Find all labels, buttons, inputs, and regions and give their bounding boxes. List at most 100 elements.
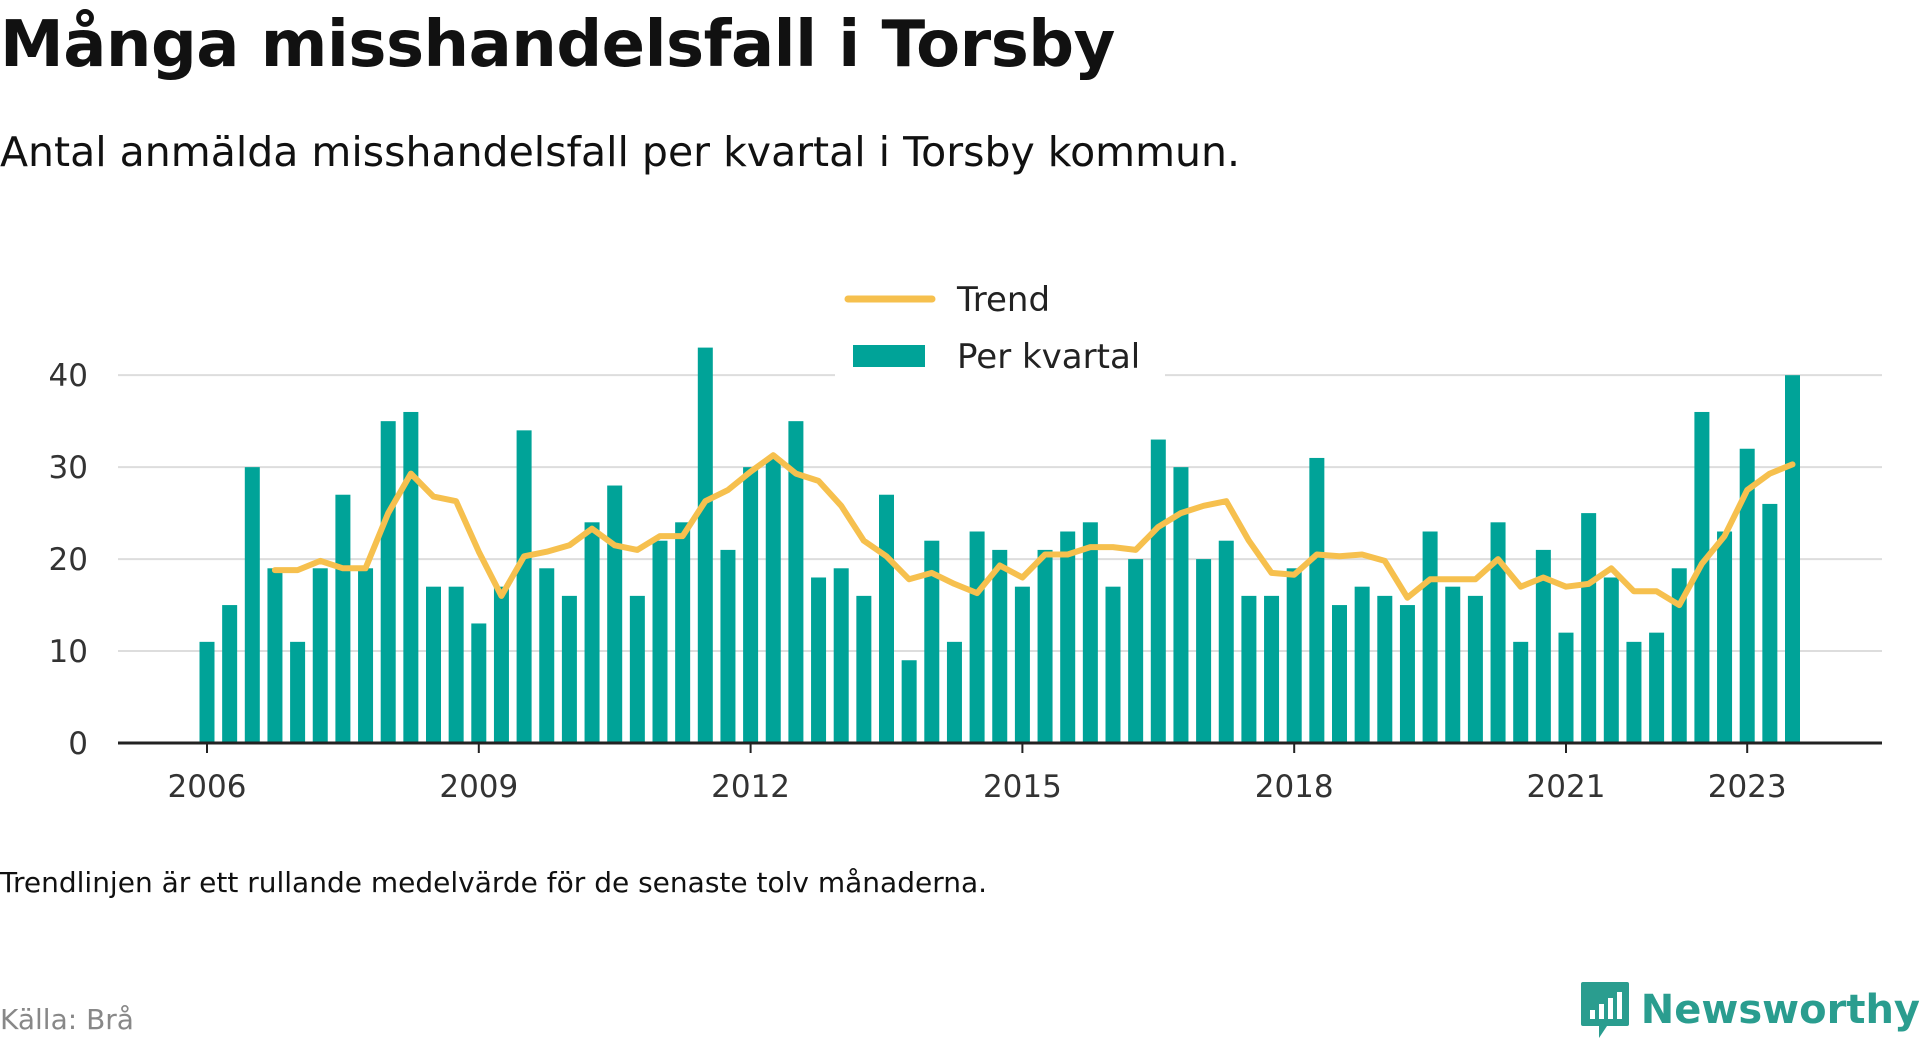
- bar: [720, 549, 736, 743]
- bar: [561, 595, 577, 743]
- trend-series: [271, 452, 1796, 609]
- bar: [1762, 503, 1778, 743]
- trend-line: [271, 452, 1796, 609]
- bar-series: [199, 347, 1800, 743]
- bar: [1060, 531, 1076, 743]
- newsworthy-logo-icon: [1580, 982, 1629, 1038]
- bar: [1354, 586, 1370, 743]
- legend-bar-label: Per kvartal: [957, 337, 1140, 377]
- bar: [1694, 411, 1710, 743]
- bar: [1037, 549, 1053, 743]
- bar: [697, 347, 713, 743]
- bar: [811, 577, 827, 743]
- bar: [969, 531, 985, 743]
- bar: [1173, 467, 1189, 743]
- bar: [199, 641, 215, 743]
- bar: [788, 421, 804, 743]
- y-tick-label: 20: [49, 542, 88, 578]
- bar: [1717, 531, 1733, 743]
- bar: [1649, 632, 1665, 743]
- bar: [743, 467, 759, 743]
- axes: [118, 741, 1882, 753]
- bar: [1286, 568, 1302, 743]
- y-axis-labels: 0 10 20 30 40: [49, 358, 88, 762]
- bar: [992, 549, 1008, 743]
- bar: [403, 411, 419, 743]
- bar: [1467, 595, 1483, 743]
- bar: [1105, 586, 1121, 743]
- bar: [471, 623, 487, 743]
- y-tick-label: 40: [49, 358, 88, 394]
- bar: [1739, 448, 1755, 743]
- y-tick-label: 10: [49, 634, 88, 670]
- bar: [1785, 375, 1800, 743]
- footnote: Trendlinjen är ett rullande medelvärde f…: [0, 866, 988, 899]
- bar: [1671, 568, 1687, 743]
- bar: [1558, 632, 1574, 743]
- x-tick-label: 2006: [168, 769, 247, 805]
- bar: [607, 485, 623, 743]
- bar: [1603, 577, 1619, 743]
- bar: [1581, 513, 1597, 743]
- bar: [1309, 457, 1325, 743]
- legend: Trend Per kvartal: [835, 262, 1165, 380]
- bar: [312, 568, 328, 743]
- bar: [516, 430, 532, 743]
- bar: [1377, 595, 1393, 743]
- bar: [539, 568, 555, 743]
- bar: [1014, 586, 1030, 743]
- chart-title: Många misshandelsfall i Torsby: [0, 8, 1115, 82]
- bar: [1535, 549, 1551, 743]
- x-tick-label: 2018: [1255, 769, 1334, 805]
- bar: [426, 586, 441, 743]
- bar: [380, 421, 396, 743]
- bar: [267, 568, 283, 743]
- bar: [1218, 540, 1234, 743]
- y-tick-label: 30: [49, 450, 88, 486]
- bar: [1332, 605, 1347, 743]
- legend-bar-swatch: [853, 345, 925, 367]
- bar: [629, 595, 645, 743]
- bar: [1399, 605, 1415, 743]
- brand-name: Newsworthy: [1640, 987, 1920, 1033]
- bar: [1128, 559, 1144, 743]
- bar: [946, 641, 962, 743]
- bar: [1082, 522, 1098, 743]
- bar: [335, 494, 351, 743]
- bar: [652, 540, 668, 743]
- bar: [901, 660, 917, 743]
- x-tick-label: 2009: [439, 769, 518, 805]
- bar: [244, 467, 260, 743]
- x-tick-label: 2015: [983, 769, 1062, 805]
- bar: [833, 568, 849, 743]
- bar: [222, 605, 238, 743]
- bar: [1264, 595, 1280, 743]
- bar: [1196, 559, 1212, 743]
- x-tick-label: 2023: [1708, 769, 1787, 805]
- bar: [448, 586, 464, 743]
- brand-logo: Newsworthy: [1579, 980, 1920, 1040]
- bar: [675, 522, 691, 743]
- bar: [493, 586, 509, 743]
- bar: [1513, 641, 1529, 743]
- bar: [1150, 439, 1166, 743]
- x-tick-label: 2021: [1527, 769, 1606, 805]
- bar: [1445, 586, 1461, 743]
- bar: [924, 540, 940, 743]
- source-label: Källa: Brå: [0, 1003, 134, 1036]
- bar: [856, 595, 872, 743]
- legend-trend-label: Trend: [956, 280, 1050, 320]
- x-axis-labels: 2006 2009 2012 2015 2018 2021 2023: [168, 769, 1787, 805]
- bar: [290, 641, 306, 743]
- bar: [1241, 595, 1257, 743]
- bar: [879, 494, 894, 743]
- x-tick-label: 2012: [711, 769, 790, 805]
- bar: [1422, 531, 1438, 743]
- bar: [1626, 641, 1642, 743]
- bar: [765, 457, 781, 743]
- y-tick-label: 0: [68, 726, 88, 762]
- chart-subtitle: Antal anmälda misshandelsfall per kvarta…: [0, 128, 1241, 176]
- bar: [358, 568, 374, 743]
- bar: [1490, 522, 1506, 743]
